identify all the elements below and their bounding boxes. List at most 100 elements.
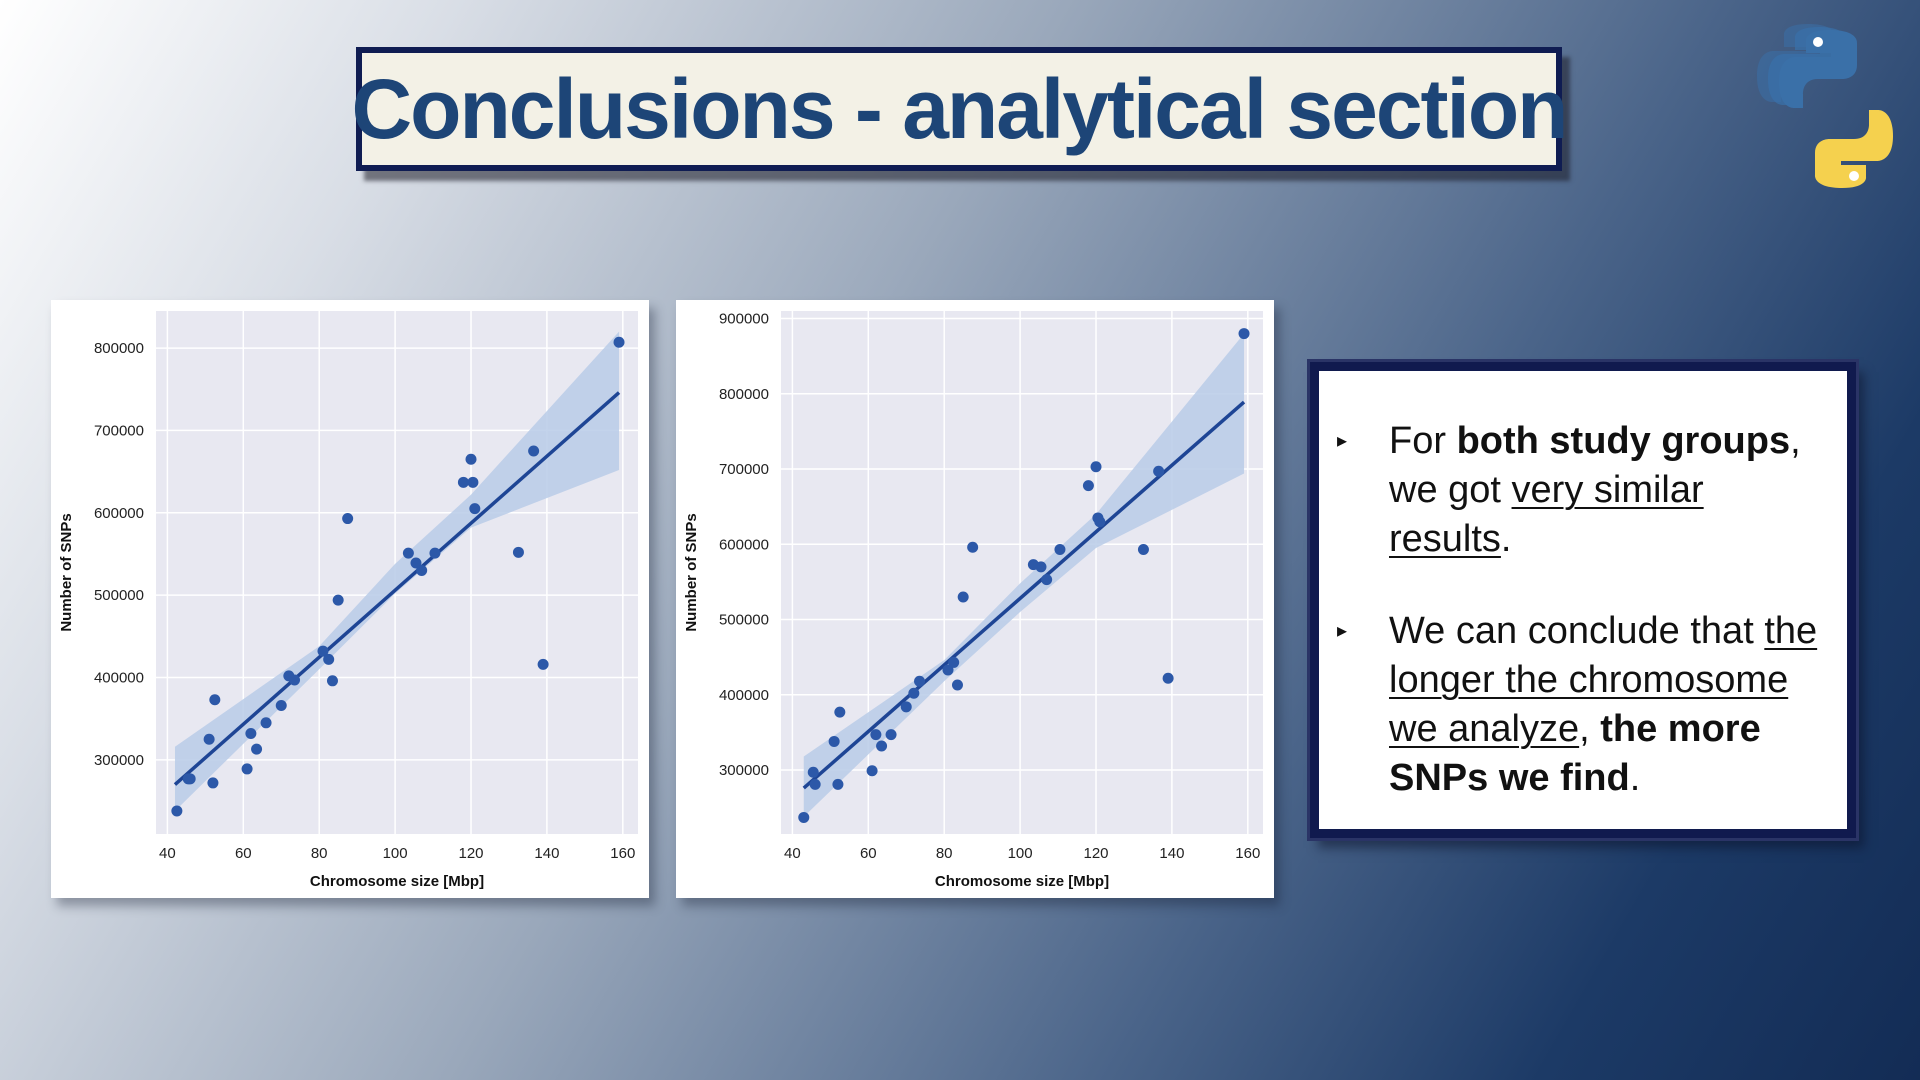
data-point — [1041, 574, 1053, 586]
y-axis-title: Number of SNPs — [58, 513, 75, 631]
data-point — [402, 547, 414, 559]
data-point — [209, 694, 221, 706]
text-fragment: . — [1629, 757, 1641, 799]
title-banner: Conclusions - analytical section — [352, 47, 1569, 171]
x-tick-label: 60 — [235, 845, 252, 862]
data-point — [323, 653, 335, 665]
data-point — [1137, 544, 1149, 556]
x-tick-label: 80 — [936, 845, 953, 862]
regression-line — [173, 391, 621, 786]
data-point — [1082, 480, 1094, 492]
x-tick-label: 120 — [458, 845, 483, 862]
data-point — [809, 778, 821, 790]
y-tick-label: 400000 — [94, 670, 144, 687]
x-axis-title: Chromosome size [Mbp] — [310, 873, 484, 890]
y-tick-label: 600000 — [719, 536, 769, 553]
data-point — [1153, 465, 1165, 477]
x-tick-label: 40 — [159, 845, 176, 862]
y-tick-label: 600000 — [94, 505, 144, 522]
data-point — [1094, 516, 1106, 528]
data-point — [203, 733, 215, 745]
data-point — [866, 765, 878, 777]
data-point — [900, 701, 912, 713]
python-logo-icon — [1757, 24, 1893, 188]
data-point — [1090, 461, 1102, 473]
data-point — [465, 453, 477, 465]
data-point — [410, 557, 422, 569]
data-point — [908, 687, 920, 699]
data-point — [967, 541, 979, 553]
data-point — [870, 729, 882, 741]
text-fragment: , — [1579, 708, 1601, 750]
scatter-chart-1: 40 60 80 100 120 140 160 300000 400000 500000 6000… — [58, 311, 638, 890]
x-tick-label: 140 — [1159, 845, 1184, 862]
data-point — [1162, 672, 1174, 684]
conclusions-box: ▸ For both study groups, we got very simi… — [1310, 362, 1856, 838]
x-tick-label: 60 — [860, 845, 877, 862]
data-point — [332, 594, 344, 606]
x-tick-label: 120 — [1083, 845, 1108, 862]
slide-title: Conclusions - analytical section — [351, 61, 1569, 156]
confidence-band — [174, 331, 620, 811]
data-point — [613, 336, 625, 348]
text-bold: SNPs we find — [1389, 757, 1630, 799]
bullet-1-text: For both study groups, we got very simila… — [1389, 417, 1847, 564]
text-fragment: . — [1500, 518, 1512, 560]
text-underlined: results — [1389, 518, 1501, 560]
data-point — [876, 740, 888, 752]
bullet-2-text: We can conclude that the longer the chrom… — [1389, 607, 1847, 803]
data-point — [537, 658, 549, 670]
x-tick-label: 100 — [383, 845, 408, 862]
bullet-2: ▸ We can conclude that the longer the chr… — [1337, 607, 1847, 803]
data-point — [184, 773, 196, 785]
data-point — [951, 679, 963, 691]
data-point — [275, 700, 287, 712]
data-point — [828, 735, 840, 747]
data-point — [342, 513, 354, 525]
data-point — [885, 729, 897, 741]
x-axis-title: Chromosome size [Mbp] — [935, 873, 1109, 890]
data-point — [942, 664, 954, 676]
y-tick-label: 500000 — [719, 612, 769, 629]
data-point — [957, 591, 969, 603]
data-point — [467, 476, 479, 488]
y-tick-label: 700000 — [94, 422, 144, 439]
text-bold: the more — [1600, 708, 1761, 750]
bullet-1: ▸ For both study groups, we got very simi… — [1337, 417, 1847, 564]
y-tick-label: 500000 — [94, 587, 144, 604]
data-point — [429, 547, 441, 559]
data-point — [241, 763, 253, 775]
data-point — [457, 476, 469, 488]
text-fragment: We can conclude that — [1389, 610, 1765, 652]
data-point — [1054, 544, 1066, 556]
data-point — [832, 778, 844, 790]
data-point — [914, 675, 926, 687]
chart-card-1: 40 60 80 100 120 140 160 300000 400000 500000 6000… — [51, 300, 649, 898]
data-point — [326, 675, 338, 687]
y-axis-title: Number of SNPs — [683, 513, 700, 631]
text-fragment: , — [1790, 420, 1801, 462]
data-point — [171, 805, 183, 817]
y-tick-label: 700000 — [719, 461, 769, 478]
x-tick-label: 100 — [1008, 845, 1033, 862]
data-point — [798, 811, 810, 823]
x-tick-label: 140 — [534, 845, 559, 862]
x-tick-label: 80 — [311, 845, 328, 862]
y-tick-label: 900000 — [719, 311, 769, 328]
data-point — [289, 674, 301, 686]
data-point — [260, 717, 272, 729]
regression-line — [802, 400, 1246, 790]
data-point — [834, 706, 846, 718]
text-bold: both study groups — [1456, 420, 1791, 462]
y-tick-label: 800000 — [719, 386, 769, 403]
data-point — [1035, 561, 1047, 573]
x-tick-label: 40 — [784, 845, 801, 862]
x-tick-label: 160 — [610, 845, 635, 862]
text-fragment: we got — [1389, 469, 1512, 511]
chart-card-2: 40 60 80 100 120 140 160 300000 400000 500000 6000… — [676, 300, 1274, 898]
data-point — [1238, 328, 1250, 340]
y-tick-label: 300000 — [94, 752, 144, 769]
text-fragment: For — [1389, 420, 1457, 462]
y-tick-label: 800000 — [94, 340, 144, 357]
data-point — [807, 766, 819, 778]
